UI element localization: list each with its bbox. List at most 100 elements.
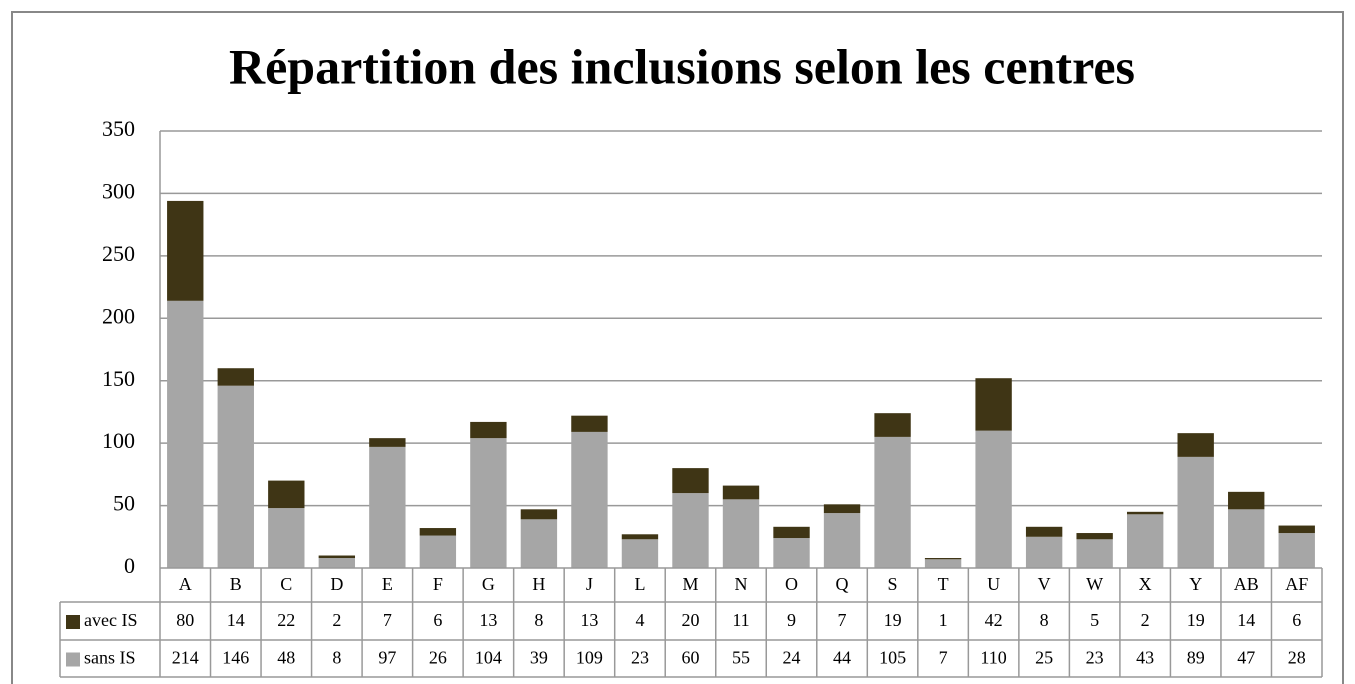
table-value: 89 [1187, 648, 1205, 668]
bar-segment [318, 558, 356, 568]
table-value: 23 [1086, 648, 1104, 668]
table-value: 48 [277, 648, 295, 668]
x-tick-label: X [1139, 574, 1152, 594]
bar-segment [1126, 511, 1164, 515]
table-value: 14 [227, 610, 245, 630]
table-value: 26 [429, 648, 447, 668]
bar-segment [1177, 456, 1214, 568]
x-tick-label: Q [836, 574, 849, 594]
bar-segment [419, 535, 457, 568]
bar-segment [1278, 533, 1315, 568]
chart-title: Répartition des inclusions selon les cen… [229, 38, 1135, 94]
legend-swatch [66, 615, 80, 629]
x-tick-label: Y [1189, 574, 1202, 594]
legend-label: avec IS [84, 610, 137, 630]
bar-segment [217, 368, 254, 386]
bar-segment [470, 438, 507, 568]
bar-segment [1126, 514, 1164, 568]
x-tick-label: A [179, 574, 192, 594]
bar-segment [773, 526, 810, 539]
table-value: 110 [980, 648, 1006, 668]
x-tick-label: T [938, 574, 949, 594]
table-value: 19 [1187, 610, 1205, 630]
x-tick-label: V [1038, 574, 1051, 594]
bar-segment [621, 534, 659, 540]
table-value: 13 [479, 610, 497, 630]
bar-segment [975, 430, 1012, 568]
table-value: 28 [1288, 648, 1306, 668]
bar-segment [722, 499, 760, 568]
x-tick-label: AB [1234, 574, 1259, 594]
y-tick-label: 250 [102, 241, 135, 266]
table-value: 105 [879, 648, 906, 668]
bar-segment [1025, 536, 1063, 568]
x-tick-label: H [532, 574, 545, 594]
x-tick-label: D [330, 574, 343, 594]
table-value: 6 [1292, 610, 1301, 630]
table-value: 104 [475, 648, 502, 668]
bar-segment [1278, 525, 1315, 534]
bar-segment [167, 200, 204, 301]
bar-segment [419, 528, 457, 536]
bar-segment [369, 438, 406, 447]
table-value: 109 [576, 648, 603, 668]
bar-segment [369, 446, 406, 568]
table-value: 11 [732, 610, 749, 630]
bar-segment [1076, 533, 1113, 540]
bar-segment [1025, 526, 1063, 537]
table-value: 44 [833, 648, 851, 668]
x-tick-label: M [682, 574, 698, 594]
table-value: 97 [378, 648, 396, 668]
x-tick-label: L [634, 574, 645, 594]
table-value: 25 [1035, 648, 1053, 668]
table-value: 47 [1237, 648, 1255, 668]
bar-segment [470, 421, 507, 439]
bar-segment [621, 539, 659, 568]
table-value: 2 [332, 610, 341, 630]
x-tick-label: G [482, 574, 495, 594]
bar-segment [672, 493, 709, 568]
table-value: 6 [433, 610, 442, 630]
x-tick-label: U [987, 574, 1000, 594]
table-value: 1 [939, 610, 948, 630]
table-value: 146 [222, 648, 249, 668]
y-tick-label: 350 [102, 116, 135, 141]
table-value: 39 [530, 648, 548, 668]
bar-segment [722, 485, 760, 500]
bar-segment [1177, 433, 1214, 457]
bar-segment [571, 415, 608, 432]
x-tick-label: F [433, 574, 443, 594]
bar-segment [268, 480, 305, 509]
table-value: 60 [681, 648, 699, 668]
bar-segment [773, 538, 810, 568]
x-tick-label: J [586, 574, 593, 594]
table-value: 24 [783, 648, 801, 668]
bar-segment [823, 504, 861, 514]
bar-segment [874, 436, 911, 568]
bar-segment [167, 300, 204, 568]
table-value: 42 [985, 610, 1003, 630]
table-value: 55 [732, 648, 750, 668]
x-tick-label: AF [1285, 574, 1308, 594]
table-value: 80 [176, 610, 194, 630]
table-value: 13 [580, 610, 598, 630]
bar-segment [924, 558, 962, 560]
y-tick-label: 200 [102, 303, 135, 328]
y-tick-label: 150 [102, 366, 135, 391]
x-tick-label: O [785, 574, 798, 594]
bar-segment [975, 378, 1012, 431]
table-value: 20 [681, 610, 699, 630]
x-tick-label: S [888, 574, 898, 594]
bar-segment [1228, 509, 1265, 568]
table-value: 4 [635, 610, 644, 630]
table-value: 5 [1090, 610, 1099, 630]
bar-segment [1076, 539, 1113, 568]
bar-segment [874, 413, 911, 437]
bar-segment [318, 555, 356, 559]
table-value: 2 [1141, 610, 1150, 630]
x-tick-label: E [382, 574, 393, 594]
table-value: 43 [1136, 648, 1154, 668]
bar-segment [571, 431, 608, 568]
bar-segment [924, 559, 962, 568]
